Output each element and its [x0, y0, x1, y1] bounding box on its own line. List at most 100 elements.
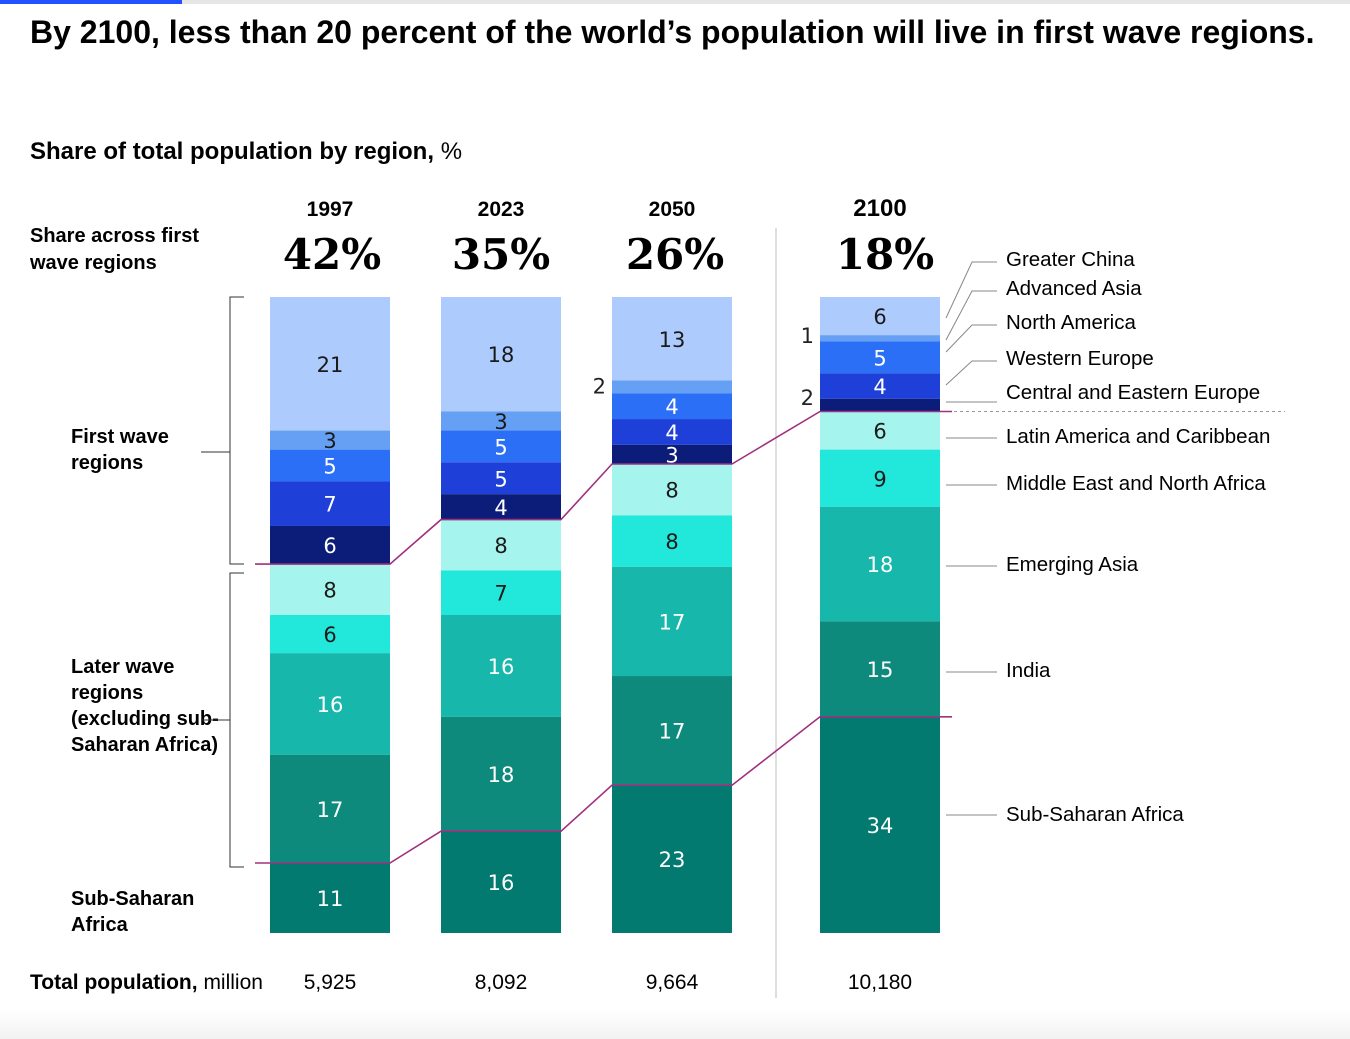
bar-segment-central-and-eastern-europe-2023: [441, 494, 561, 520]
bar-label-western-europe-2050: 4: [665, 421, 678, 445]
bar-label-advanced-asia-2050: 2: [593, 375, 606, 399]
bar-label-sub-saharan-africa-2100: 34: [867, 814, 894, 838]
legend-western-europe: Western Europe: [1006, 347, 1154, 370]
share-pct-1997: 42%: [282, 230, 382, 279]
chart-connectors: [255, 410, 952, 864]
bar-segment-central-and-eastern-europe-2100: [820, 398, 940, 412]
total-label-text: Total population,: [30, 971, 198, 994]
chart-subtitle: Share of total population by region, %: [30, 137, 462, 167]
bar-label-western-europe-2100: 4: [873, 375, 886, 399]
bar-label-middle-east-and-north-africa-2100: 9: [873, 467, 886, 491]
legend-greater-china: Greater China: [1006, 248, 1135, 271]
bar-label-north-america-2050: 4: [665, 395, 678, 419]
total-value-2100: 10,180: [847, 971, 913, 994]
bar-segment-greater-china-2023: [441, 297, 561, 412]
bar-segment-latin-america-and-caribbean-1997: [270, 564, 390, 615]
legend-latin-america: Latin America and Caribbean: [1006, 425, 1271, 448]
bar-label-central-and-eastern-europe-2023: 4: [494, 496, 507, 520]
share-pct-2100: 18%: [835, 230, 935, 279]
bar-segment-north-america-2023: [441, 430, 561, 463]
bar-segment-western-europe-1997: [270, 481, 390, 526]
leader-line-north-america: [945, 324, 997, 353]
bar-segment-greater-china-1997: [270, 297, 390, 431]
later-wave-bracket: [201, 572, 244, 868]
bar-segment-western-europe-2023: [441, 462, 561, 495]
leader-line-greater-china: [945, 261, 997, 319]
bar-segment-sub-saharan-africa-2050: [612, 785, 732, 933]
bar-label-advanced-asia-2023: 3: [494, 410, 507, 434]
legend-emerging-asia: Emerging Asia: [1006, 553, 1139, 576]
share-pct-2050: 26%: [625, 230, 725, 279]
bar-label-latin-america-and-caribbean-2050: 8: [665, 479, 678, 503]
bar-segment-north-america-1997: [270, 449, 390, 482]
bar-label-sub-saharan-africa-2050: 23: [659, 848, 686, 872]
bar-segment-latin-america-and-caribbean-2023: [441, 519, 561, 571]
share-pct-2023: 35%: [451, 230, 551, 279]
year-label-1997: 1997: [306, 198, 354, 221]
legend-central-eastern-europe: Central and Eastern Europe: [1006, 381, 1261, 404]
group-label-ssa: Sub-Saharan Africa: [71, 888, 195, 936]
bar-label-sub-saharan-africa-1997: 11: [317, 887, 344, 911]
bar-label-greater-china-2023: 18: [488, 343, 515, 367]
bar-label-advanced-asia-1997: 3: [323, 429, 336, 453]
bar-segment-western-europe-2050: [612, 419, 732, 445]
legend-ssa: Sub-Saharan Africa: [1006, 803, 1184, 826]
bar-label-india-2100: 15: [867, 658, 894, 682]
legend-advanced-asia: Advanced Asia: [1006, 277, 1142, 300]
subtitle-unit: %: [440, 138, 463, 165]
bar-segment-emerging-asia-2050: [612, 566, 732, 677]
bar-segment-north-america-2100: [820, 341, 940, 374]
bar-label-advanced-asia-2100: 1: [801, 324, 814, 348]
bar-segment-advanced-asia-2023: [441, 411, 561, 431]
bar-label-emerging-asia-2023: 16: [488, 655, 515, 679]
legend-leader-lines: [945, 261, 997, 816]
bar-segment-middle-east-and-north-africa-2100: [820, 449, 940, 507]
bar-label-india-2023: 18: [488, 763, 515, 787]
year-label-2023: 2023: [477, 198, 525, 221]
bar-label-greater-china-2100: 6: [873, 305, 886, 329]
bar-segment-sub-saharan-africa-2023: [441, 831, 561, 933]
subtitle-text: Share of total population by region,: [30, 138, 435, 165]
bar-label-emerging-asia-2050: 17: [659, 610, 686, 634]
chart-decorations: [201, 228, 1285, 998]
bar-segment-latin-america-and-caribbean-2050: [612, 464, 732, 516]
bar-label-north-america-1997: 5: [323, 455, 336, 479]
chart-bars: 2135768616171118355487161816132443881717…: [270, 297, 940, 933]
total-value-2050: 9,664: [645, 971, 699, 994]
chart-title: By 2100, less than 20 percent of the wor…: [30, 14, 1315, 50]
bar-segment-middle-east-and-north-africa-2050: [612, 515, 732, 567]
bar-label-western-europe-2023: 5: [494, 467, 507, 491]
total-population-label: Total population, million: [30, 969, 263, 997]
bar-label-emerging-asia-2100: 18: [867, 553, 894, 577]
legend-mena: Middle East and North Africa: [1006, 472, 1266, 495]
bar-label-emerging-asia-1997: 16: [317, 693, 344, 717]
bar-label-middle-east-and-north-africa-1997: 6: [323, 623, 336, 647]
group-label-later-wave: Later wave regions (excluding sub-Sahara…: [71, 656, 219, 756]
leader-line-advanced-asia: [945, 290, 997, 341]
bar-segment-emerging-asia-2023: [441, 615, 561, 717]
bar-label-india-2050: 17: [659, 720, 686, 744]
year-label-2100: 2100: [853, 195, 907, 222]
bar-label-central-and-eastern-europe-2100: 2: [801, 386, 814, 410]
bar-segment-advanced-asia-2100: [820, 335, 940, 342]
bar-segment-middle-east-and-north-africa-2023: [441, 570, 561, 615]
bar-segment-latin-america-and-caribbean-2100: [820, 411, 940, 450]
bar-segment-central-and-eastern-europe-1997: [270, 525, 390, 565]
bar-segment-advanced-asia-1997: [270, 430, 390, 450]
bar-label-central-and-eastern-europe-1997: 6: [323, 534, 336, 558]
bar-label-sub-saharan-africa-2023: 16: [488, 871, 515, 895]
bar-label-central-and-eastern-europe-2050: 3: [665, 443, 678, 467]
bar-segment-sub-saharan-africa-1997: [270, 863, 390, 933]
bar-segment-sub-saharan-africa-2100: [820, 716, 940, 933]
bar-label-middle-east-and-north-africa-2050: 8: [665, 530, 678, 554]
connector-line-ssa: [255, 716, 952, 864]
year-label-2050: 2050: [648, 198, 696, 221]
bottom-fade: [0, 1010, 1350, 1039]
first-wave-bracket: [201, 296, 244, 565]
bar-segment-india-1997: [270, 754, 390, 864]
bar-label-india-1997: 17: [317, 798, 344, 822]
bar-label-western-europe-1997: 7: [323, 493, 336, 517]
legend-india: India: [1006, 659, 1051, 682]
bar-label-greater-china-1997: 21: [317, 353, 344, 377]
